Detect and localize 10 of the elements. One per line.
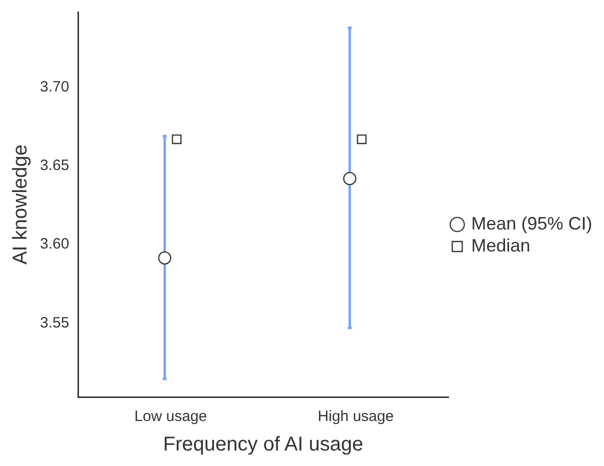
y-axis-title: AI knowledge: [10, 144, 32, 265]
x-tick-label: High usage: [318, 408, 394, 426]
legend-label: Mean (95% CI): [471, 213, 592, 234]
y-tick-label: 3.55: [40, 314, 70, 332]
x-axis-title: Frequency of AI usage: [163, 434, 364, 456]
legend-label: Median: [471, 235, 530, 256]
x-tick-label: Low usage: [134, 408, 207, 426]
y-tick-label: 3.70: [40, 78, 70, 96]
y-tick-label: 3.60: [40, 236, 70, 253]
y-tick-label: 3.65: [40, 157, 70, 174]
